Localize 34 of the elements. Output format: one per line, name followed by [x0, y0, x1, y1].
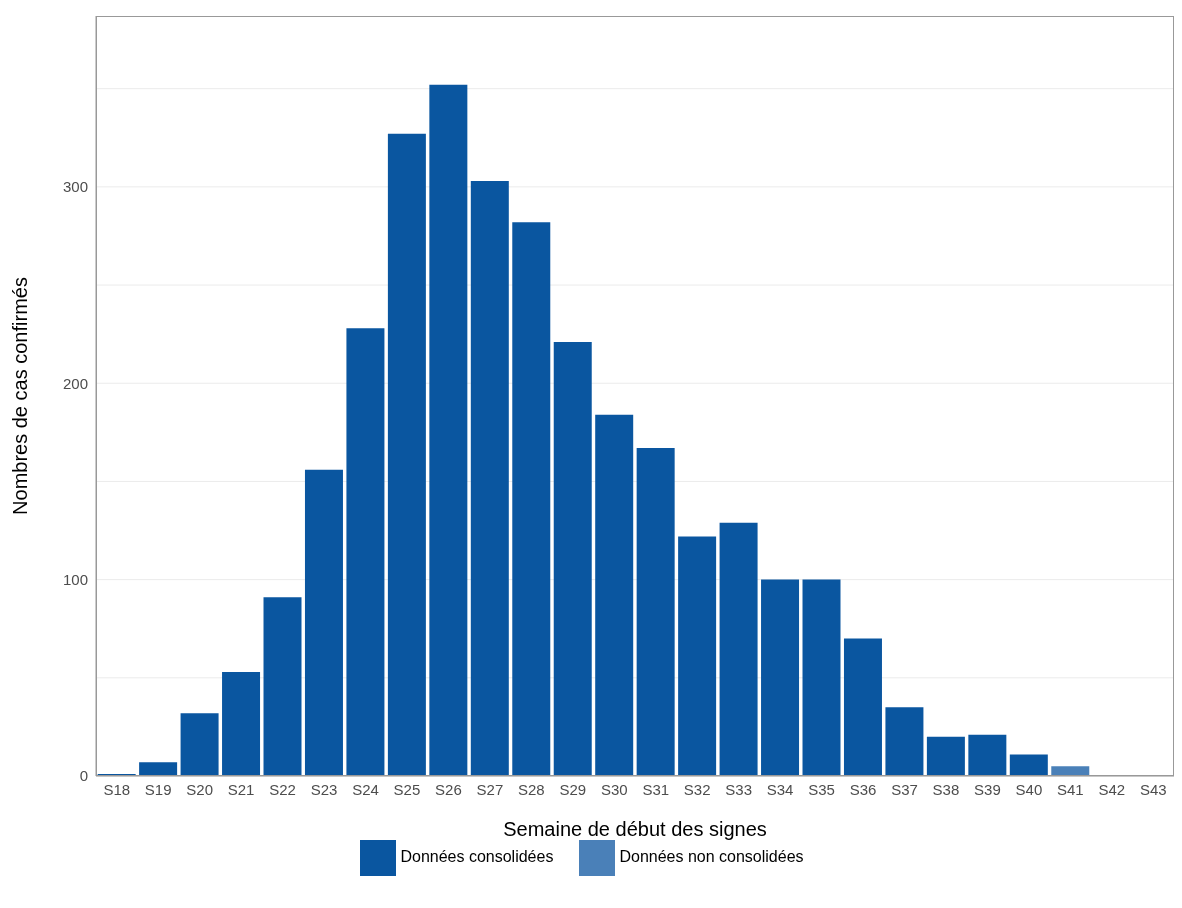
x-tick-label: S28	[517, 780, 545, 798]
x-tick-label: S34	[766, 780, 794, 798]
x-axis-title: Semaine de début des signes	[503, 818, 767, 840]
x-tick-label: S40	[1015, 780, 1043, 798]
x-tick-label: S21	[227, 780, 255, 798]
legend-label: Données non consolidées	[619, 848, 804, 866]
y-tick-label: 100	[62, 570, 88, 588]
x-tick-label: S22	[269, 780, 296, 798]
y-tick-label: 200	[62, 374, 88, 392]
x-tick-label: S39	[974, 780, 1001, 798]
x-tick-label: S29	[559, 780, 587, 798]
x-tick-label: S26	[435, 780, 462, 798]
x-tick-label: S38	[932, 780, 960, 798]
x-tick-label: S36	[849, 780, 877, 798]
x-tick-label: S20	[186, 780, 214, 798]
x-tick-label: S35	[808, 780, 835, 798]
x-tick-label: S27	[476, 780, 504, 798]
x-tick-label: S30	[600, 780, 628, 798]
x-tick-label: S32	[683, 780, 711, 798]
x-tick-label: S24	[352, 780, 379, 798]
y-tick-label: 0	[79, 767, 88, 785]
legend-label: Données consolidées	[400, 848, 554, 866]
x-tick-label: S19	[144, 780, 172, 798]
x-tick-label: S23	[310, 780, 338, 798]
x-tick-label: S37	[891, 780, 918, 798]
x-tick-label: S33	[725, 780, 753, 798]
y-axis-title: Nombres de cas confirmés	[9, 277, 32, 515]
x-tick-label: S18	[103, 780, 131, 798]
x-tick-label: S43	[1139, 780, 1167, 798]
x-tick-label: S42	[1098, 780, 1126, 798]
x-tick-label: S31	[642, 780, 670, 798]
x-tick-label: S25	[393, 780, 421, 798]
x-tick-label: S41	[1056, 780, 1084, 798]
y-tick-label: 300	[62, 178, 88, 196]
